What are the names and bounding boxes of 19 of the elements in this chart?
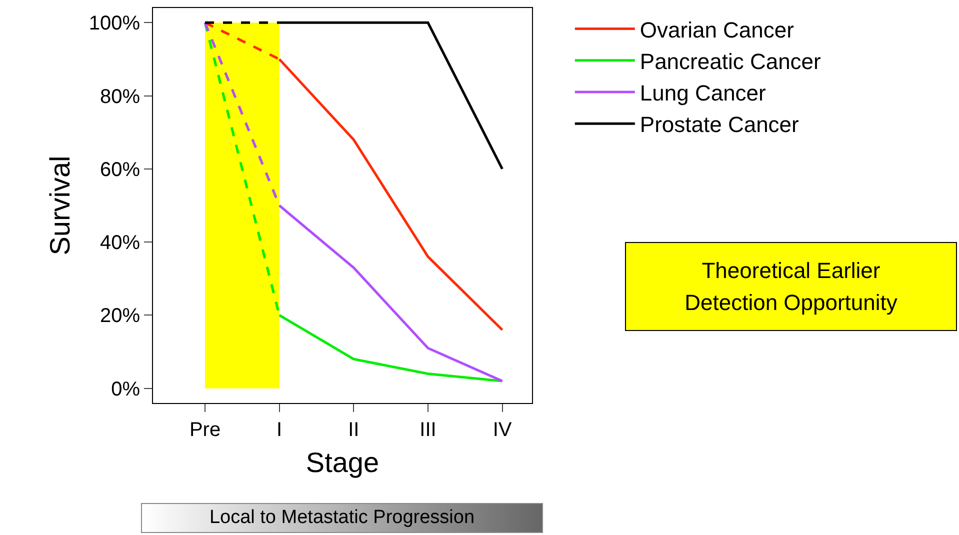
- x-axis-title: Stage: [306, 447, 380, 478]
- x-tick-label: III: [420, 419, 436, 441]
- legend-label: Ovarian Cancer: [640, 17, 794, 42]
- y-tick-label: 80%: [100, 86, 140, 108]
- legend-label: Pancreatic Cancer: [640, 48, 821, 74]
- legend-label: Lung Cancer: [640, 80, 766, 106]
- y-tick-label: 60%: [100, 158, 140, 181]
- x-tick-label: II: [348, 419, 360, 441]
- y-tick-label: 20%: [100, 305, 140, 328]
- x-tick-label: I: [276, 419, 282, 441]
- legend-label: Prostate Cancer: [640, 112, 799, 138]
- y-axis-title: Survival: [44, 156, 76, 256]
- y-tick-label: 0%: [111, 378, 140, 400]
- y-tick-label: 40%: [100, 232, 140, 254]
- x-tick-label: Pre: [189, 419, 221, 441]
- x-tick-label: IV: [492, 419, 512, 441]
- text: Local to Metastatic Progression: [141, 503, 543, 533]
- callout-box: Theoretical Earlier Detection Opportunity: [625, 242, 957, 331]
- y-tick-label: 100%: [88, 12, 140, 35]
